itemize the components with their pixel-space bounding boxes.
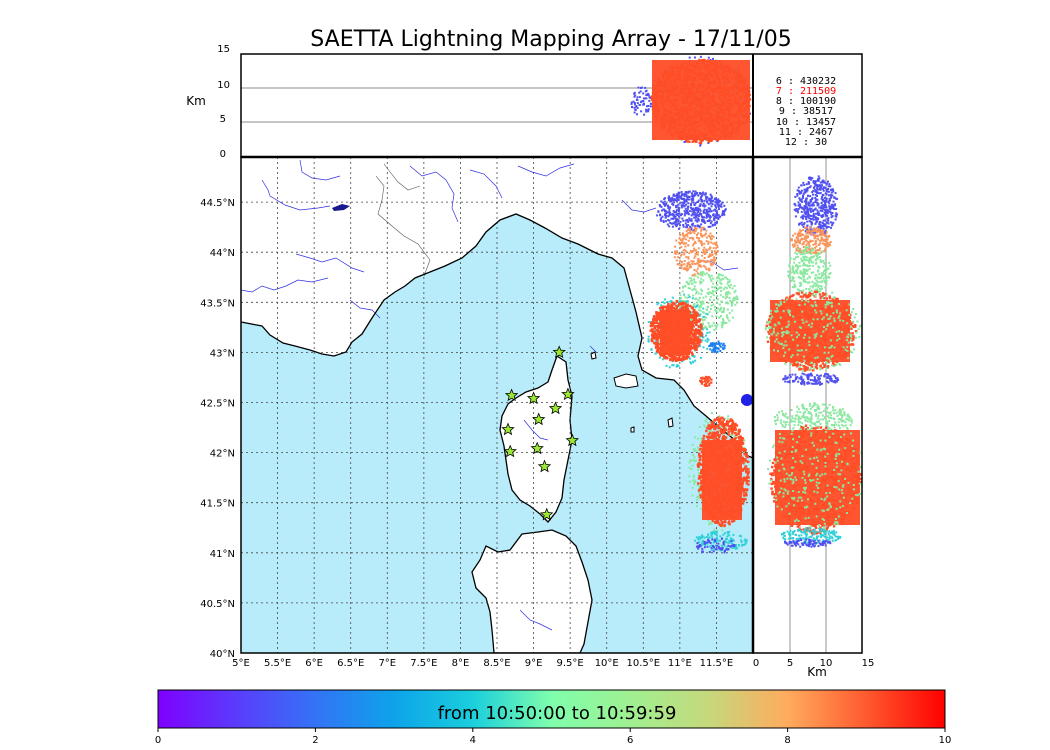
legend-row-8: 8 : 100190 bbox=[776, 96, 836, 107]
colorbar-tick-label: 4 bbox=[470, 735, 476, 746]
map-lightning-points bbox=[647, 190, 750, 554]
station-star-icon bbox=[532, 412, 546, 426]
colorbar-label: from 10:50:00 to 10:59:59 bbox=[438, 703, 677, 724]
top-ytick-10: 10 bbox=[217, 80, 230, 91]
rivers bbox=[241, 159, 739, 631]
lon-tick-label: 10.5°E bbox=[626, 658, 660, 669]
lat-tick-label: 41.5°N bbox=[200, 499, 235, 510]
top-ytick-0: 0 bbox=[220, 149, 226, 160]
colorbar-tick-label: 6 bbox=[627, 735, 633, 746]
lake-geneva bbox=[332, 204, 350, 211]
station-star-icon bbox=[540, 507, 554, 521]
colorbar-tick-label: 8 bbox=[784, 735, 790, 746]
station-star-icon bbox=[504, 388, 519, 402]
lat-tick-label: 42.5°N bbox=[200, 398, 235, 409]
legend-row-12: 12 : 30 bbox=[785, 137, 827, 148]
corsica-island bbox=[499, 354, 573, 523]
lat-tick-label: 43.5°N bbox=[200, 298, 235, 309]
lon-tick-label: 9°E bbox=[525, 658, 543, 669]
side-xtick-15: 15 bbox=[862, 658, 875, 669]
lon-tick-label: 7.5°E bbox=[410, 658, 437, 669]
top-ytick-5: 5 bbox=[220, 114, 226, 125]
elba-island bbox=[613, 373, 639, 389]
map-tick-labels: 5°E 5.5°E 6°E 6.5°E 7°E 7.5°E 8°E 8.5°E 9°E 9.5°E… bbox=[200, 198, 733, 669]
blue-blob bbox=[741, 394, 753, 406]
top-panel-points bbox=[630, 55, 752, 147]
colorbar-gradient bbox=[157, 689, 946, 729]
station-star-icon bbox=[503, 444, 517, 458]
station-star-icon bbox=[526, 391, 541, 405]
legend-row-6: 6 : 430232 bbox=[776, 76, 836, 87]
lon-tick-label: 5.5°E bbox=[264, 658, 291, 669]
montecristo-island bbox=[630, 426, 635, 433]
lat-tick-label: 44°N bbox=[210, 248, 235, 259]
colorbar-ticks: 0 2 4 6 8 10 bbox=[155, 728, 952, 746]
mainland-coastline bbox=[241, 213, 753, 459]
lon-tick-label: 9.5°E bbox=[557, 658, 584, 669]
legend-row-10: 10 : 13457 bbox=[776, 117, 836, 128]
lon-tick-label: 8°E bbox=[452, 658, 470, 669]
lat-tick-label: 41°N bbox=[210, 549, 235, 560]
station-star-icon bbox=[501, 422, 515, 436]
station-star-icon bbox=[548, 401, 563, 415]
colorbar-tick-label: 10 bbox=[939, 735, 952, 746]
figure-title: SAETTA Lightning Mapping Array - 17/11/0… bbox=[310, 27, 791, 52]
side-altitude-panel: 0 5 10 15 Km bbox=[751, 156, 875, 679]
side-xlabel: Km bbox=[807, 665, 827, 679]
lma-stations bbox=[501, 345, 579, 521]
lon-tick-label: 11°E bbox=[668, 658, 692, 669]
side-xtick-5: 5 bbox=[787, 658, 793, 669]
top-legend: 6 : 430232 7 : 211509 8 : 100190 9 : 385… bbox=[776, 76, 836, 148]
lon-tick-label: 6°E bbox=[305, 658, 323, 669]
side-xtick-0: 0 bbox=[753, 658, 759, 669]
colorbar: from 10:50:00 to 10:59:59 0 2 4 6 8 10 bbox=[155, 689, 952, 746]
lat-tick-label: 42°N bbox=[210, 449, 235, 460]
legend-row-9: 9 : 38517 bbox=[779, 106, 833, 117]
lon-tick-label: 7°E bbox=[378, 658, 396, 669]
station-star-icon bbox=[565, 433, 579, 447]
side-xtick-10: 10 bbox=[820, 658, 833, 669]
lat-tick-label: 40.5°N bbox=[200, 599, 235, 610]
lat-tick-label: 44.5°N bbox=[200, 198, 235, 209]
giglio-island bbox=[667, 417, 674, 428]
top-ylabel: Km bbox=[186, 94, 206, 108]
lon-tick-label: 8.5°E bbox=[483, 658, 510, 669]
legend-row-7: 7 : 211509 bbox=[776, 86, 836, 97]
lon-tick-label: 6.5°E bbox=[337, 658, 364, 669]
lon-tick-label: 11.5°E bbox=[700, 658, 734, 669]
station-star-icon bbox=[530, 441, 544, 455]
side-panel-points bbox=[764, 175, 862, 548]
station-star-icon bbox=[561, 387, 575, 401]
lon-tick-label: 5°E bbox=[232, 658, 250, 669]
colorbar-tick-label: 2 bbox=[312, 735, 318, 746]
station-star-icon bbox=[552, 345, 566, 359]
main-map: 5°E 5.5°E 6°E 6.5°E 7°E 7.5°E 8°E 8.5°E 9°E 9.5°E… bbox=[200, 156, 754, 669]
lat-tick-label: 43°N bbox=[210, 348, 235, 359]
colorbar-tick-label: 0 bbox=[155, 735, 161, 746]
country-borders bbox=[375, 163, 431, 277]
station-star-icon bbox=[537, 459, 552, 473]
top-altitude-panel: 6 : 430232 7 : 211509 8 : 100190 9 : 385… bbox=[186, 44, 863, 160]
top-ytick-15: 15 bbox=[217, 44, 230, 55]
lat-tick-label: 40°N bbox=[210, 649, 235, 660]
capraia-island bbox=[590, 351, 597, 360]
lon-tick-label: 10°E bbox=[595, 658, 619, 669]
legend-row-11: 11 : 2467 bbox=[779, 127, 833, 138]
